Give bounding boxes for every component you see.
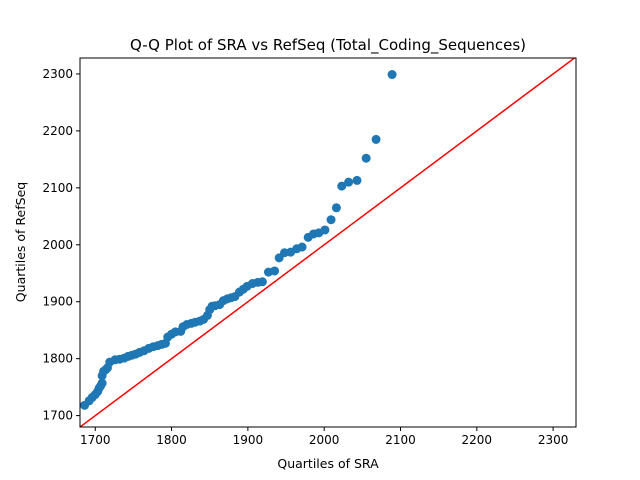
data-point [337,181,347,191]
x-tick-label: 1800 [156,433,187,447]
x-tick-label: 2100 [385,433,416,447]
data-point [344,177,354,187]
data-point [270,266,280,276]
y-tick-label: 1700 [42,409,73,423]
y-tick-label: 2300 [42,67,73,81]
y-tick-label: 2000 [42,238,73,252]
x-axis-ticks: 1700 1800 1900 2000 2100 2200 2300 [80,427,568,447]
chart-title: Q-Q Plot of SRA vs RefSeq (Total_Coding_… [130,36,526,55]
data-point [331,203,341,213]
reference-line [80,58,576,427]
data-points-layer [80,70,397,410]
y-axis-label: Quartiles of RefSeq [13,182,28,302]
x-tick-label: 2200 [462,433,493,447]
data-point [371,134,381,144]
x-tick-label: 1900 [233,433,264,447]
reference-line-layer [80,58,576,427]
data-point [361,153,371,163]
data-point [257,277,267,287]
plot-frame [79,57,577,428]
y-tick-label: 2200 [42,124,73,138]
data-point [387,70,397,80]
y-tick-label: 2100 [42,181,73,195]
x-tick-label: 1700 [80,433,111,447]
y-axis-ticks: 1700 1800 1900 2000 2100 2200 2300 [42,67,80,423]
data-point [320,225,330,235]
y-tick-label: 1900 [42,295,73,309]
x-axis-label: Quartiles of SRA [277,456,379,471]
data-point [97,378,107,388]
y-tick-label: 1800 [42,352,73,366]
data-point [297,242,307,252]
x-tick-label: 2300 [538,433,569,447]
data-point [352,175,362,185]
x-tick-label: 2000 [309,433,340,447]
data-point [326,215,336,225]
